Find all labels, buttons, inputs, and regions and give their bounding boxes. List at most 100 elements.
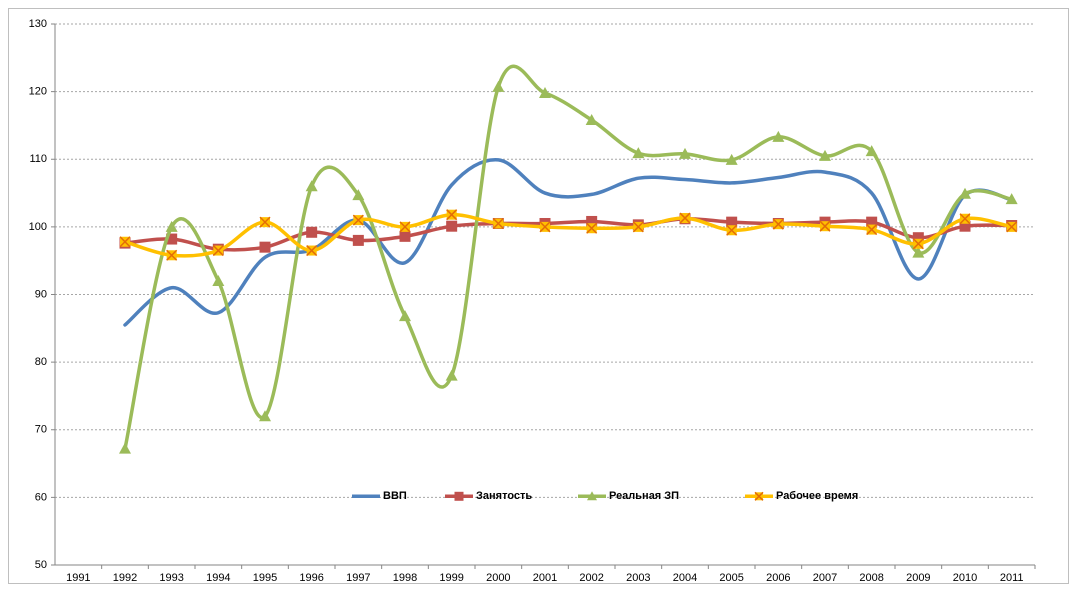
marker — [259, 410, 271, 422]
marker — [166, 249, 178, 261]
marker-cross — [446, 209, 458, 221]
marker — [679, 147, 691, 159]
x-tick-label: 2002 — [579, 572, 603, 584]
marker — [587, 491, 597, 501]
y-tick-label: 130 — [29, 18, 47, 30]
legend: ВВП Занятость Реальная ЗП Рабочее время — [352, 490, 858, 502]
marker — [866, 224, 878, 236]
marker-cross — [586, 222, 598, 234]
marker-cross — [539, 221, 551, 233]
marker — [912, 246, 925, 258]
marker — [454, 491, 464, 501]
legend-label: Занятость — [476, 490, 532, 502]
marker — [399, 221, 411, 233]
marker-cross — [259, 216, 271, 228]
x-tick-label: 2006 — [766, 572, 790, 584]
y-tick-label: 50 — [35, 559, 47, 571]
marker — [492, 80, 505, 92]
marker-cross — [679, 212, 691, 224]
x-tick-label: 2000 — [486, 572, 510, 584]
marker-cross — [352, 214, 364, 226]
marker — [352, 234, 364, 246]
marker — [165, 220, 178, 232]
marker-cross — [754, 491, 764, 501]
marker — [772, 218, 784, 230]
marker-cross — [399, 221, 411, 233]
marker-cross — [772, 218, 784, 230]
marker-cross — [866, 224, 878, 236]
marker-cross — [912, 238, 924, 250]
marker-cross — [119, 236, 131, 248]
y-tick-label: 70 — [35, 424, 47, 436]
marker — [492, 217, 504, 230]
marker — [306, 245, 318, 257]
marker — [1006, 221, 1018, 233]
marker — [632, 221, 644, 233]
x-tick-label: 2001 — [533, 572, 557, 584]
marker-cross — [166, 249, 178, 261]
x-tick-label: 2010 — [953, 572, 977, 584]
marker — [446, 209, 458, 221]
marker — [539, 221, 551, 233]
marker — [539, 86, 551, 98]
marker — [959, 213, 971, 225]
marker — [912, 238, 924, 250]
marker — [1005, 193, 1018, 205]
marker — [119, 442, 131, 454]
marker-cross — [306, 245, 318, 257]
marker — [819, 149, 831, 161]
x-tick-label: 1995 — [253, 572, 277, 584]
x-tick-label: 1998 — [393, 572, 417, 584]
marker — [212, 245, 224, 257]
y-tick-label: 90 — [35, 288, 47, 300]
marker-cross — [492, 217, 504, 230]
x-tick-label: 1994 — [206, 572, 230, 584]
marker — [399, 310, 411, 322]
marker — [725, 153, 738, 165]
x-tick-label: 1992 — [113, 572, 137, 584]
marker — [259, 241, 271, 253]
series-line — [123, 158, 1014, 327]
marker — [959, 187, 971, 199]
chart-border — [8, 8, 1069, 584]
marker — [586, 222, 598, 234]
marker — [119, 236, 131, 248]
marker — [399, 230, 411, 242]
x-tick-label: 2011 — [1000, 572, 1024, 584]
marker — [306, 226, 318, 238]
x-tick-label: 2003 — [626, 572, 650, 584]
x-tick-label: 2004 — [673, 572, 697, 584]
marker-cross — [959, 213, 971, 225]
y-tick-label: 120 — [29, 86, 47, 98]
marker — [819, 220, 831, 232]
x-tick-label: 1991 — [66, 572, 90, 584]
x-tick-label: 2008 — [859, 572, 883, 584]
y-tick-label: 80 — [35, 356, 47, 368]
legend-label: ВВП — [383, 490, 407, 502]
legend-label: Рабочее время — [776, 490, 858, 502]
marker — [726, 224, 738, 236]
marker-cross — [1006, 221, 1018, 233]
x-tick-label: 2005 — [719, 572, 743, 584]
y-tick-label: 100 — [29, 221, 47, 233]
marker — [446, 220, 458, 232]
marker-cross — [212, 245, 224, 257]
x-tick-label: 2009 — [906, 572, 930, 584]
x-tick-label: 1997 — [346, 572, 370, 584]
marker — [754, 491, 764, 501]
marker-cross — [632, 221, 644, 233]
marker — [352, 214, 364, 226]
marker-cross — [819, 220, 831, 232]
marker — [445, 369, 458, 381]
marker — [352, 189, 365, 201]
marker-cross — [726, 224, 738, 236]
x-tick-label: 1993 — [159, 572, 183, 584]
marker — [212, 274, 225, 286]
marker — [259, 216, 271, 228]
y-tick-label: 60 — [35, 491, 47, 503]
marker — [772, 130, 785, 142]
marker — [305, 180, 318, 192]
x-tick-label: 1999 — [439, 572, 463, 584]
